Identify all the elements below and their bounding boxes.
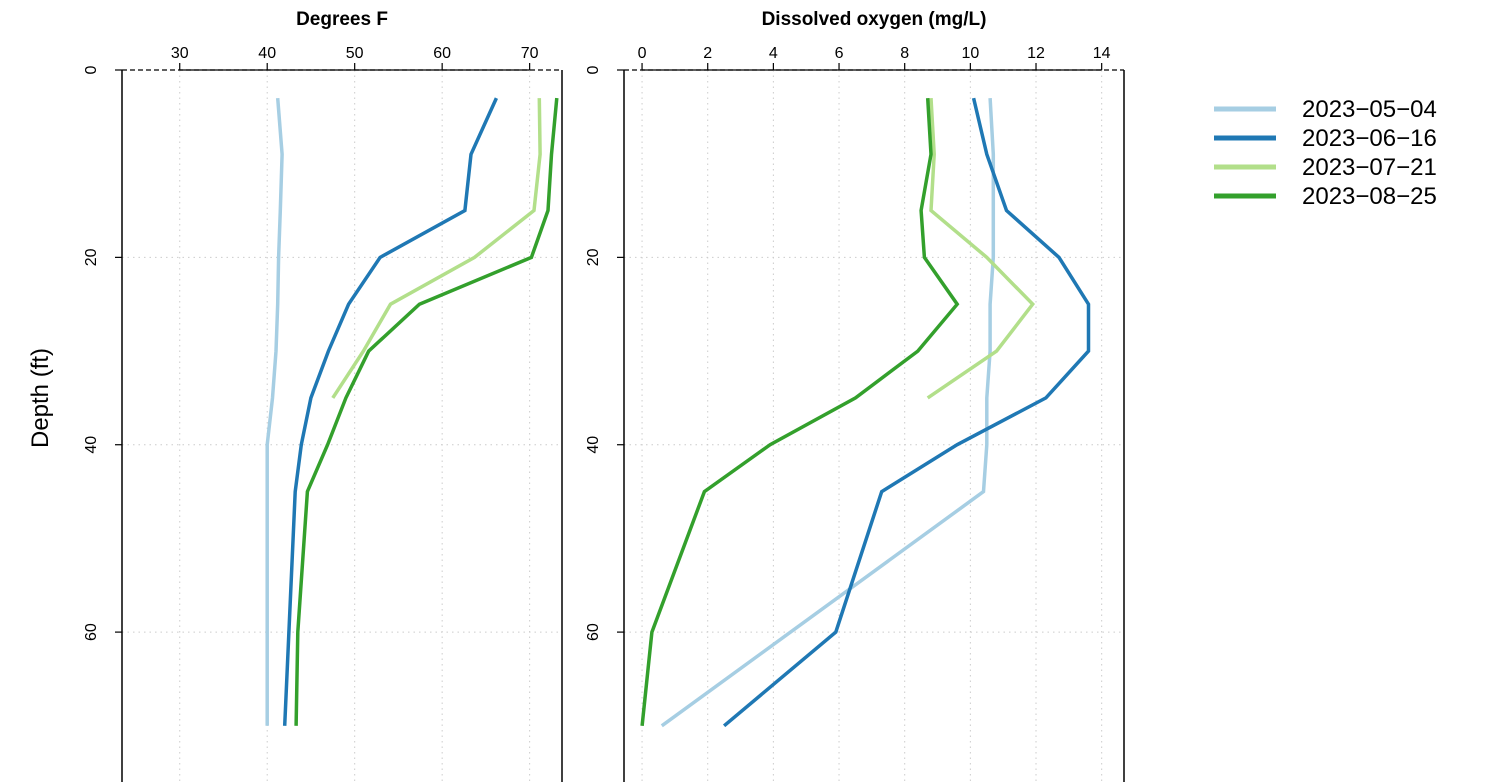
x-tick-label: 12 (1027, 45, 1045, 62)
x-tick-label: 30 (171, 45, 189, 62)
x-tick-label: 40 (258, 45, 276, 62)
panel-title: Dissolved oxygen (mg/L) (762, 9, 987, 30)
y-tick-label: 20 (83, 248, 100, 266)
series-line-1 (660, 98, 996, 728)
y-tick-label: 40 (585, 436, 602, 454)
x-tick-label: 60 (433, 45, 451, 62)
x-tick-label: 14 (1093, 45, 1111, 62)
legend-label: 2023−06−16 (1302, 125, 1437, 152)
y-tick-label: 0 (83, 65, 100, 74)
x-tick-label: 10 (961, 45, 979, 62)
legend-label: 2023−07−21 (1302, 154, 1437, 181)
x-tick-label: 6 (835, 45, 844, 62)
grid (122, 70, 562, 782)
series-line-4 (294, 97, 559, 726)
panel-title: Degrees F (296, 9, 388, 30)
series-line-3 (331, 98, 542, 399)
series-line-2 (722, 97, 1091, 728)
y-tick-label: 0 (585, 65, 602, 74)
series-line-3 (926, 98, 1036, 400)
series-group (265, 97, 559, 726)
x-tick-label: 50 (346, 45, 364, 62)
series-line-4 (640, 97, 960, 726)
panel-1: 30 40 50 60 70 0 20 40 60 Degrees F (83, 9, 563, 782)
x-tick-label: 0 (638, 45, 647, 62)
y-tick-label: 40 (83, 436, 100, 454)
x-tick-label: 8 (900, 45, 909, 62)
grid (624, 70, 1124, 782)
series-line-2 (282, 97, 498, 726)
panels: 30 40 50 60 70 0 20 40 60 Degrees F 0 2 4 6 8 10 12 14 0 20… (83, 9, 1125, 782)
legend-label: 2023−08−25 (1302, 183, 1437, 210)
x-tick-label: 2 (703, 45, 712, 62)
y-tick-label: 60 (585, 623, 602, 641)
y-tick-label: 20 (585, 248, 602, 266)
x-tick-label: 70 (521, 45, 539, 62)
panel-2: 0 2 4 6 8 10 12 14 0 20 40 60 Dissolved oxygen (mg/L… (585, 9, 1125, 782)
series-line-1 (265, 97, 284, 726)
y-tick-label: 60 (83, 623, 100, 641)
y-axis-label: Depth (ft) (27, 348, 54, 448)
x-tick-label: 4 (769, 45, 778, 62)
legend-label: 2023−05−04 (1302, 96, 1437, 123)
series-group (640, 97, 1091, 728)
